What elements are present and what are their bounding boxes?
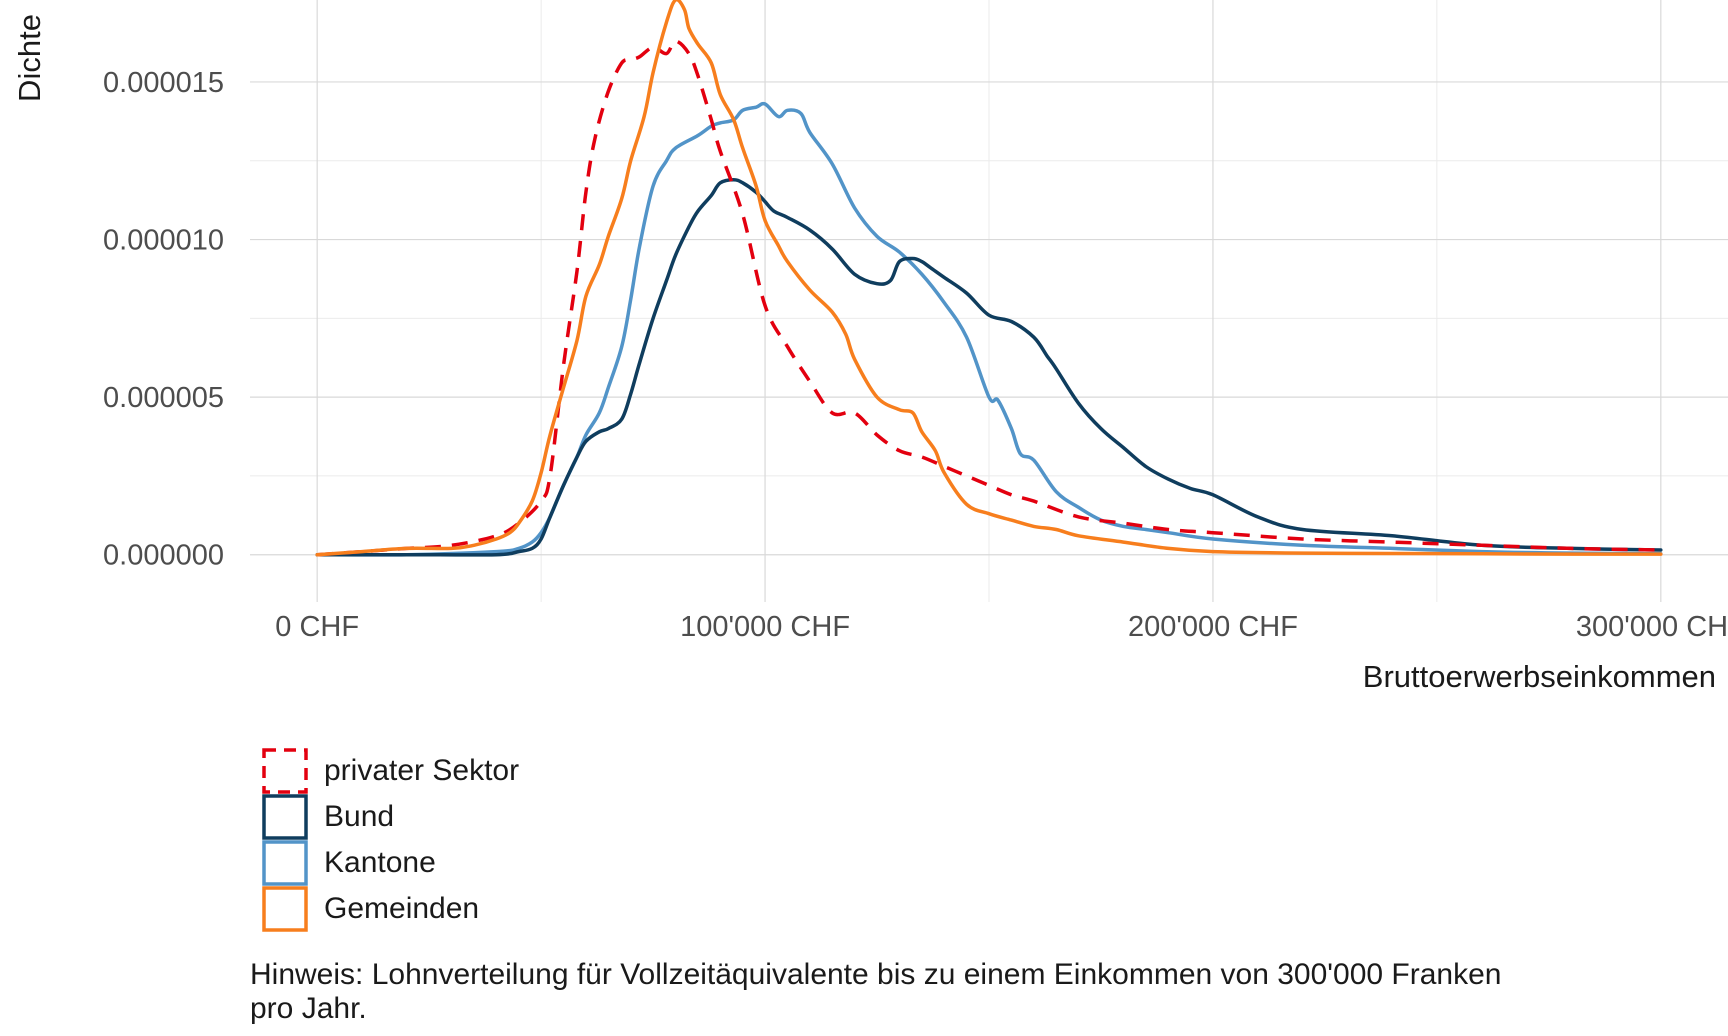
legend-key-gemeinden	[262, 886, 308, 932]
x-tick-label: 300'000 CHF	[1576, 611, 1728, 643]
legend-label-gemeinden: Gemeinden	[324, 892, 480, 925]
y-axis-title: Dichte	[12, 14, 47, 102]
x-tick-label: 200'000 CHF	[1128, 611, 1298, 643]
y-tick-label: 0.000000	[103, 540, 224, 572]
x-tick-label: 100'000 CHF	[680, 611, 850, 643]
series-line-bund	[315, 177, 1663, 557]
legend-key-kantone	[262, 840, 308, 886]
y-tick-label: 0.000015	[103, 67, 224, 99]
y-tick-label: 0.000010	[103, 225, 224, 257]
chart-caption: Hinweis: Lohnverteilung für Vollzeitäqui…	[250, 958, 1502, 1025]
legend-item-gemeinden: Gemeinden	[262, 886, 519, 932]
series-lines	[315, 0, 1663, 557]
legend-item-bund: Bund	[262, 794, 519, 840]
density-chart: 0 CHF 100'000 CHF 200'000 CHF 300'000 CHF 0.…	[12, 0, 1728, 694]
legend-key-bund	[262, 794, 308, 840]
legend-label-kantone: Kantone	[324, 846, 436, 879]
legend-label-privater-sektor: privater Sektor	[324, 754, 520, 787]
legend-item-kantone: Kantone	[262, 840, 519, 886]
series-line-gemeinden	[315, 0, 1663, 557]
legend: privater Sektor Bund Kantone Gemeinden	[262, 748, 519, 932]
y-tick-label: 0.000005	[103, 382, 224, 414]
legend-label-bund: Bund	[324, 800, 395, 833]
x-axis-title: Bruttoerwerbseinkommen	[1363, 659, 1716, 694]
legend-key-privater-sektor	[262, 748, 308, 794]
legend-item-privater-sektor: privater Sektor	[262, 748, 519, 794]
x-tick-label: 0 CHF	[275, 611, 359, 643]
minor-gridlines	[250, 0, 1728, 602]
axis-tick-labels: 0 CHF 100'000 CHF 200'000 CHF 300'000 CHF 0.…	[103, 67, 1728, 643]
